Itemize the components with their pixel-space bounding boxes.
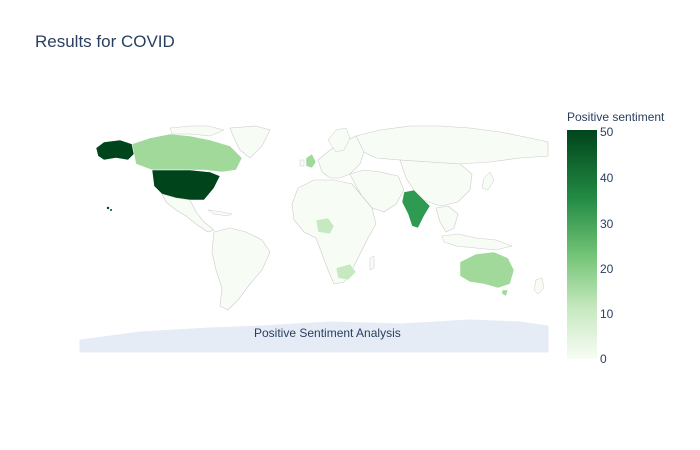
country-new-zealand[interactable] [533,277,545,295]
colorbar-tick: 40 [600,171,614,185]
country-canada[interactable] [131,133,243,173]
country-japan[interactable] [481,171,495,191]
country-china[interactable] [399,159,473,207]
country-russia[interactable] [355,125,549,165]
colorbar-tick: 50 [600,125,614,139]
country-usa-alaska[interactable] [95,139,135,161]
colorbar-tick: 0 [600,352,607,366]
caribbean-islands [207,209,233,217]
country-indonesia[interactable] [441,233,513,251]
country-nigeria[interactable] [315,217,335,235]
country-mexico[interactable] [161,193,215,233]
australia-tasmania [501,289,509,297]
country-usa[interactable] [151,169,221,201]
region-scandinavia[interactable] [327,127,351,153]
colorbar[interactable] [567,130,597,359]
usa-hawaii [106,206,110,210]
country-canada-islands [169,125,225,137]
map-annotation: Positive Sentiment Analysis [254,326,401,340]
colorbar-tick: 20 [600,262,614,276]
colorbar-tick: 30 [600,217,614,231]
country-india[interactable] [401,189,431,229]
country-australia[interactable] [459,251,515,289]
country-south-america[interactable] [211,227,271,311]
chart-title: Results for COVID [35,32,175,51]
country-south-africa[interactable] [335,263,357,281]
region-southeast-asia[interactable] [435,205,459,233]
country-united-kingdom[interactable] [305,153,317,169]
antarctica-landmass [79,319,549,353]
region-middle-east[interactable] [349,169,405,213]
country-madagascar[interactable] [369,255,375,271]
colorbar-title: Positive sentiment [567,110,665,124]
usa-hawaii-2 [110,209,112,211]
country-ireland[interactable] [299,159,305,167]
colorbar-tick: 10 [600,307,614,321]
country-greenland[interactable] [229,125,271,159]
